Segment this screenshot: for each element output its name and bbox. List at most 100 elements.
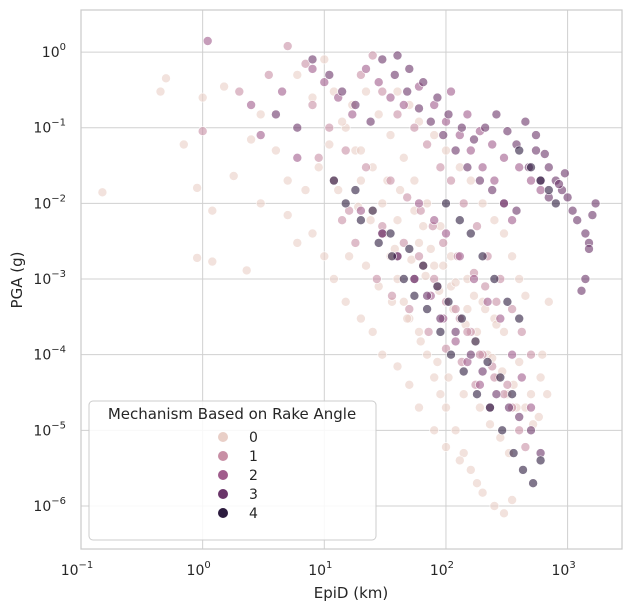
scatter-point-mechanism-3: [438, 130, 449, 140]
scatter-point-mechanism-2: [487, 139, 498, 150]
scatter-point-mechanism-3: [450, 327, 461, 337]
scatter-point-mechanism-0: [255, 109, 266, 120]
scatter-point-mechanism-2: [398, 100, 409, 110]
scatter-point-mechanism-3: [404, 64, 415, 74]
scatter-point-mechanism-2: [319, 77, 330, 87]
scatter-point-mechanism-4: [443, 296, 454, 307]
scatter-point-mechanism-4: [435, 327, 446, 337]
scatter-point-mechanism-0: [324, 139, 335, 150]
legend-title: Mechanism Based on Rake Angle: [108, 405, 356, 423]
scatter-point-mechanism-0: [255, 198, 266, 209]
scatter-point-mechanism-3: [491, 389, 502, 400]
scatter-point-mechanism-0: [499, 508, 509, 519]
scatter-point-mechanism-4: [535, 455, 546, 466]
scatter-point-mechanism-0: [392, 86, 403, 97]
scatter-point-mechanism-4: [489, 274, 500, 284]
scatter-point-mechanism-4: [432, 281, 443, 292]
scatter-point-mechanism-0: [395, 185, 405, 195]
scatter-point-mechanism-3: [469, 134, 479, 145]
scatter-point-mechanism-0: [443, 372, 454, 383]
scatter-point-mechanism-3: [422, 290, 432, 301]
scatter-point-mechanism-3: [324, 70, 335, 80]
scatter-point-mechanism-2: [526, 175, 536, 186]
scatter-point-mechanism-0: [429, 130, 440, 140]
scatter-point-mechanism-3: [539, 149, 550, 159]
scatter-point-mechanism-2: [347, 109, 358, 120]
scatter-point-mechanism-1: [385, 175, 396, 186]
scatter-point-mechanism-0: [454, 455, 465, 466]
scatter-point-mechanism-0: [533, 412, 544, 422]
scatter-point-mechanism-1: [472, 221, 482, 231]
scatter-point-mechanism-0: [429, 260, 440, 271]
scatter-point-mechanism-3: [526, 425, 536, 436]
scatter-point-mechanism-0: [514, 274, 525, 284]
y-tick-label: 10−6: [33, 496, 66, 515]
scatter-point-mechanism-0: [282, 210, 293, 220]
scatter-point-mechanism-0: [414, 238, 424, 248]
scatter-point-mechanism-0: [462, 304, 473, 314]
scatter-point-mechanism-3: [365, 116, 376, 127]
data-points: [97, 36, 601, 519]
scatter-point-mechanism-1: [377, 86, 388, 97]
scatter-point-mechanism-3: [531, 130, 541, 140]
scatter-point-mechanism-0: [475, 402, 485, 413]
scatter-point-mechanism-3: [435, 313, 446, 324]
scatter-point-mechanism-1: [435, 162, 446, 173]
scatter-point-mechanism-3: [477, 366, 488, 377]
scatter-point-mechanism-0: [337, 116, 347, 127]
scatter-point-mechanism-0: [469, 290, 479, 301]
scatter-point-mechanism-0: [458, 448, 469, 458]
scatter-point-mechanism-2: [507, 349, 517, 360]
scatter-point-mechanism-1: [313, 153, 324, 163]
scatter-point-mechanism-2: [475, 379, 485, 390]
scatter-point-mechanism-1: [446, 175, 456, 186]
scatter-point-mechanism-1: [350, 238, 361, 248]
scatter-point-mechanism-0: [365, 215, 376, 225]
scatter-point-mechanism-0: [441, 145, 451, 156]
scatter-point-mechanism-0: [489, 215, 500, 225]
scatter-point-mechanism-4: [528, 478, 538, 489]
scatter-point-mechanism-3: [418, 77, 429, 87]
scatter-point-mechanism-4: [422, 304, 432, 314]
scatter-point-mechanism-0: [155, 86, 166, 97]
scatter-point-mechanism-1: [263, 70, 274, 80]
scatter-point-mechanism-4: [356, 215, 366, 225]
y-tick-label: 10−2: [33, 193, 66, 212]
scatter-point-mechanism-3: [475, 175, 485, 186]
scatter-point-mechanism-4: [329, 175, 339, 186]
scatter-point-mechanism-0: [458, 389, 469, 400]
scatter-point-mechanism-3: [350, 100, 361, 110]
scatter-point-mechanism-2: [489, 175, 500, 186]
scatter-point-mechanism-0: [161, 73, 171, 84]
legend: Mechanism Based on Rake Angle 0 1 2 3 4: [88, 400, 377, 541]
scatter-point-mechanism-0: [477, 198, 488, 209]
scatter-point-mechanism-0: [542, 389, 553, 400]
scatter-point-mechanism-2: [495, 313, 506, 324]
x-tick-labels: 10−1 100 101 102 103: [61, 560, 576, 579]
scatter-point-mechanism-4: [482, 357, 493, 367]
scatter-point-mechanism-2: [526, 402, 536, 413]
scatter-point-mechanism-1: [371, 274, 382, 284]
scatter-point-mechanism-3: [584, 244, 594, 254]
scatter-point-mechanism-0: [415, 336, 426, 347]
scatter-point-mechanism-4: [502, 296, 513, 307]
y-tick-label: 10−3: [33, 269, 66, 288]
scatter-point-mechanism-2: [499, 153, 509, 163]
scatter-point-mechanism-1: [340, 145, 351, 156]
scatter-point-mechanism-3: [504, 402, 514, 413]
scatter-point-mechanism-0: [333, 185, 344, 195]
scatter-point-mechanism-0: [520, 290, 531, 301]
scatter-point-mechanism-2: [516, 372, 527, 383]
scatter-point-mechanism-1: [300, 58, 311, 69]
scatter-point-mechanism-0: [392, 361, 403, 372]
scatter-point-mechanism-4: [535, 175, 546, 186]
scatter-point-mechanism-0: [246, 134, 256, 145]
x-tick-label: 102: [430, 560, 454, 579]
scatter-point-mechanism-2: [429, 215, 440, 225]
legend-marker-3: [218, 489, 228, 499]
scatter-point-mechanism-0: [499, 228, 509, 239]
scatter-point-mechanism-0: [414, 327, 424, 337]
x-tick-label: 100: [187, 560, 211, 579]
scatter-point-mechanism-3: [414, 103, 424, 114]
